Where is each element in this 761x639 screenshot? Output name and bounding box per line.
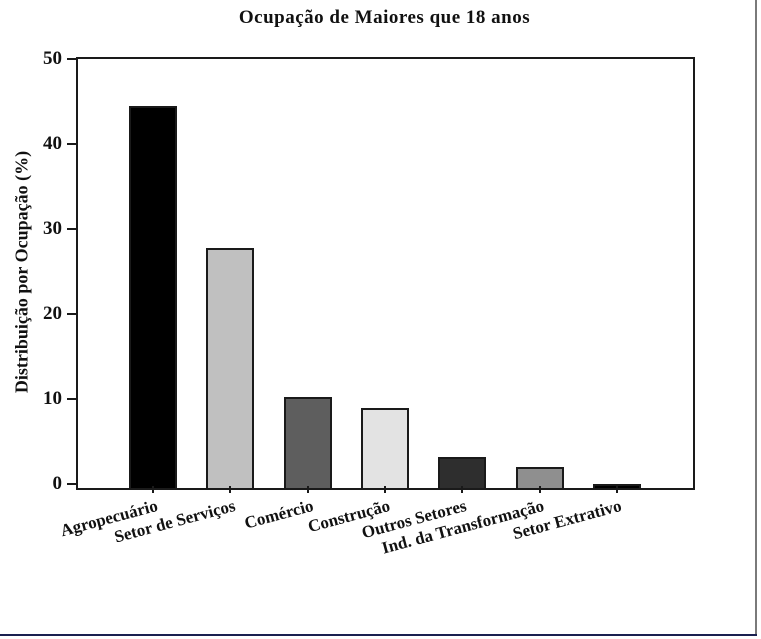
y-tick-label: 30 — [43, 218, 62, 239]
y-tick-mark — [67, 313, 76, 315]
figure-bottom-border — [0, 634, 757, 636]
x-tick-mark — [229, 486, 231, 493]
x-tick-mark — [384, 486, 386, 493]
bar-6 — [516, 467, 564, 488]
bar-2 — [206, 248, 254, 488]
y-tick-mark — [67, 58, 76, 60]
y-tick-label: 10 — [43, 388, 62, 409]
bar-4 — [361, 408, 409, 488]
y-tick-label: 50 — [43, 48, 62, 69]
y-tick-mark — [67, 483, 76, 485]
y-tick-label: 0 — [52, 473, 63, 494]
bar-1 — [129, 106, 177, 488]
figure-right-border — [755, 0, 757, 634]
x-tick-mark — [152, 486, 154, 493]
bar-3 — [284, 397, 332, 488]
bar-5 — [438, 457, 486, 488]
x-axis-label: Comércio — [241, 496, 315, 533]
y-tick-mark — [67, 228, 76, 230]
x-tick-mark — [461, 486, 463, 493]
y-axis-title: Distribuição por Ocupação (%) — [11, 150, 32, 394]
x-tick-mark — [539, 486, 541, 493]
plot-area — [76, 57, 695, 490]
y-tick-mark — [67, 143, 76, 145]
chart-title: Ocupação de Maiores que 18 anos — [238, 7, 531, 28]
x-tick-mark — [616, 486, 618, 493]
y-tick-label: 20 — [43, 303, 62, 324]
x-tick-mark — [307, 486, 309, 493]
y-tick-label: 40 — [43, 133, 62, 154]
y-tick-mark — [67, 398, 76, 400]
